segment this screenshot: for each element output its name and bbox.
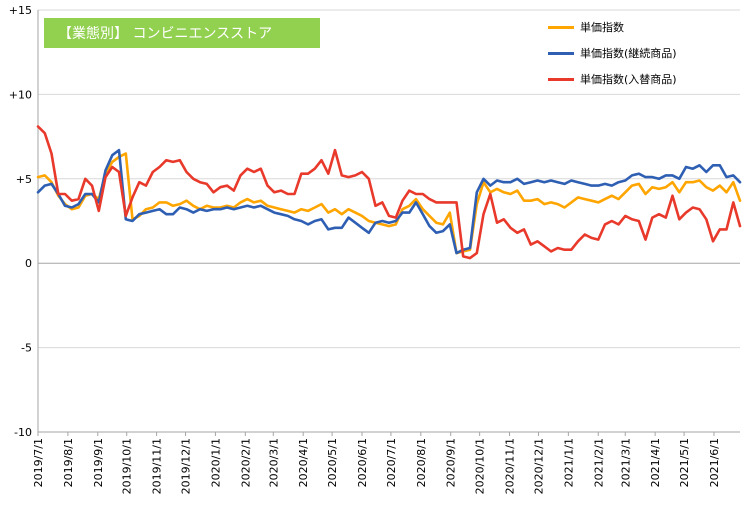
x-tick-label: 2019/8/1 [62, 438, 75, 487]
x-tick-label: 2020/10/1 [474, 438, 487, 494]
x-tick-label: 2021/4/1 [649, 438, 662, 487]
legend-swatch-replacement [548, 77, 574, 81]
series-line-0 [36, 152, 742, 255]
legend-swatch-continuing [548, 51, 574, 55]
y-tick-label: +15 [9, 4, 32, 17]
x-tick-label: 2020/12/1 [532, 438, 545, 494]
x-tick-label: 2021/1/1 [562, 438, 575, 487]
legend-label-unit-price: 単価指数 [580, 21, 624, 34]
x-tick-label: 2019/12/1 [180, 438, 193, 494]
axes [37, 10, 740, 436]
legend-swatch-unit-price [548, 25, 574, 29]
x-tick-label: 2020/2/1 [239, 438, 252, 487]
series-line-1 [36, 148, 742, 255]
y-tick-label: +5 [16, 173, 32, 186]
legend-item-unit-price: 単価指数 [548, 14, 677, 40]
series-line-2 [36, 125, 742, 260]
x-tick-label: 2019/7/1 [32, 438, 45, 487]
chart-title: 【業態別】 コンビニエンスストア [44, 18, 320, 48]
x-tick-label: 2020/5/1 [326, 438, 339, 487]
y-tick-label: 0 [25, 257, 32, 270]
x-tick-label: 2020/7/1 [385, 438, 398, 487]
legend-item-continuing: 単価指数(継続商品) [548, 40, 677, 66]
x-tick-label: 2021/5/1 [678, 438, 691, 487]
x-tick-label: 2020/8/1 [415, 438, 428, 487]
legend: 単価指数 単価指数(継続商品) 単価指数(入替商品) [548, 14, 677, 92]
y-tick-label: -5 [21, 342, 32, 355]
x-tick-label: 2019/11/1 [151, 438, 164, 494]
series-lines [36, 125, 742, 260]
x-tick-label: 2020/1/1 [209, 438, 222, 487]
legend-label-continuing: 単価指数(継続商品) [580, 47, 677, 60]
x-tick-label: 2021/2/1 [592, 438, 605, 487]
x-tick-label: 2020/11/1 [504, 438, 517, 494]
x-tick-label: 2021/6/1 [708, 438, 721, 487]
x-tick-label: 2020/3/1 [267, 438, 280, 487]
x-tick-label: 2021/3/1 [619, 438, 632, 487]
y-tick-label: -10 [14, 426, 32, 439]
x-tick-label: 2019/9/1 [92, 438, 105, 487]
x-tick-label: 2020/9/1 [445, 438, 458, 487]
y-tick-labels: +15 +10 +5 0 -5 -10 [9, 4, 32, 439]
x-tick-labels: 2019/7/1 2019/8/1 2019/9/1 2019/10/1 2019/11… [32, 438, 721, 494]
x-tick-label: 2019/10/1 [121, 438, 134, 494]
legend-label-replacement: 単価指数(入替商品) [580, 73, 677, 86]
x-tick-label: 2020/6/1 [356, 438, 369, 487]
y-tick-label: +10 [9, 88, 32, 101]
legend-item-replacement: 単価指数(入替商品) [548, 66, 677, 92]
x-tick-label: 2020/4/1 [297, 438, 310, 487]
